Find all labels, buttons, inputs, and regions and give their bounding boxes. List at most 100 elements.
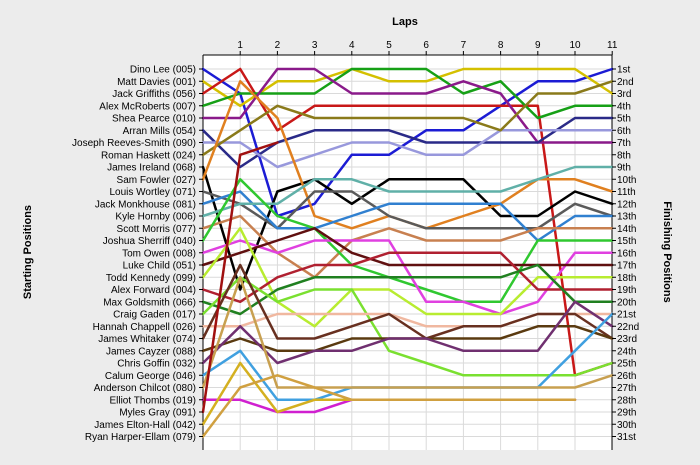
starting-position-label: Jack Monkhouse (081) — [95, 199, 196, 210]
starting-position-label: Arran Mills (054) — [123, 126, 196, 137]
finishing-position-label: 8th — [617, 150, 631, 161]
starting-position-label: Scott Morris (077) — [117, 224, 196, 235]
series-line — [201, 263, 614, 316]
starting-position-label: Chris Goffin (032) — [117, 359, 196, 370]
starting-position-label: Hannah Chappell (026) — [93, 322, 196, 333]
starting-position-label: Max Goldsmith (066) — [103, 297, 196, 308]
finishing-position-label: 15th — [617, 236, 636, 247]
lap-ticks: 1 2 3 4 5 6 7 8 9 10 11 — [237, 40, 618, 55]
finishing-position-label: 22nd — [617, 322, 639, 333]
lap-tick-label: 9 — [535, 40, 541, 51]
series-line — [201, 67, 614, 144]
lap-tick-label: 6 — [423, 40, 429, 51]
starting-position-label: James Whitaker (074) — [98, 334, 196, 345]
starting-position-label: Elliot Thombs (019) — [109, 395, 196, 406]
starting-position-label: Kyle Hornby (006) — [115, 212, 196, 223]
finishing-position-label: 21st — [617, 310, 636, 321]
series-line — [201, 67, 614, 377]
starting-position-label: Shea Pearce (010) — [112, 114, 196, 125]
lap-tick-label: 1 — [237, 40, 243, 51]
series-line — [201, 67, 614, 108]
series-line — [201, 190, 614, 242]
finishing-position-label: 29th — [617, 408, 636, 419]
series-line — [201, 251, 614, 304]
lap-tick-label: 4 — [349, 40, 355, 51]
lap-tick-label: 2 — [275, 40, 281, 51]
finishing-position-label: 7th — [617, 138, 631, 149]
finishing-position-label: 9th — [617, 163, 631, 174]
finishing-position-label: 12th — [617, 199, 636, 210]
y-axis-title-right: Finishing Positions — [661, 201, 673, 302]
series-line — [201, 227, 614, 328]
series-line — [201, 165, 614, 218]
finishing-position-label: 16th — [617, 248, 636, 259]
starting-position-label: Luke Child (051) — [123, 261, 196, 272]
starting-position-label: Dino Lee (005) — [130, 65, 196, 76]
starting-position-labels: Dino Lee (005)Matt Davies (001)Jack Grif… — [72, 65, 203, 443]
series-line — [201, 239, 614, 316]
series-line — [201, 165, 614, 291]
finishing-position-label: 31st — [617, 432, 636, 443]
series-line — [201, 67, 614, 120]
finishing-position-label: 14th — [617, 224, 636, 235]
series-line — [201, 141, 279, 414]
finishing-position-label: 11th — [617, 187, 636, 198]
x-axis-title: Laps — [392, 16, 418, 28]
series-line — [201, 276, 614, 389]
finishing-position-label: 28th — [617, 395, 636, 406]
finishing-position-label: 17th — [617, 261, 636, 272]
starting-position-label: Louis Wortley (071) — [109, 187, 196, 198]
series-line — [201, 116, 614, 169]
finishing-position-label: 30th — [617, 420, 636, 431]
starting-position-label: Ryan Harper-Ellam (079) — [85, 432, 196, 443]
finishing-position-label: 26th — [617, 371, 636, 382]
starting-position-label: Anderson Chilcot (080) — [94, 383, 196, 394]
finishing-position-label: 18th — [617, 273, 636, 284]
series-line — [201, 129, 614, 169]
starting-position-label: Sam Fowler (027) — [117, 175, 196, 186]
starting-position-label: James Ireland (068) — [107, 163, 196, 174]
finishing-position-label: 5th — [617, 114, 631, 125]
lap-tick-label: 10 — [569, 40, 581, 51]
finishing-position-label: 4th — [617, 101, 631, 112]
starting-position-label: Alex Forward (004) — [111, 285, 196, 296]
finishing-position-label: 1st — [617, 65, 631, 76]
starting-position-label: Matt Davies (001) — [117, 77, 196, 88]
finishing-position-label: 10th — [617, 175, 636, 186]
finishing-position-label: 6th — [617, 126, 631, 137]
starting-position-label: Jack Griffiths (056) — [112, 89, 196, 100]
series-line — [201, 80, 614, 157]
finishing-position-label: 20th — [617, 297, 636, 308]
finishing-position-label: 23rd — [617, 334, 637, 345]
series-group — [201, 67, 614, 438]
starting-position-label: Calum George (046) — [105, 371, 196, 382]
starting-position-label: Alex McRoberts (007) — [99, 101, 196, 112]
series-line — [201, 227, 614, 267]
lap-tick-label: 8 — [498, 40, 504, 51]
starting-position-label: James Elton-Hall (042) — [94, 420, 196, 431]
finishing-position-label: 13th — [617, 212, 636, 223]
series-line — [201, 214, 614, 279]
series-line — [201, 190, 614, 230]
starting-position-label: Todd Kennedy (099) — [106, 273, 196, 284]
finishing-position-label: 19th — [617, 285, 636, 296]
finishing-position-label: 27th — [617, 383, 636, 394]
y-axis-title-left: Starting Positions — [22, 205, 34, 299]
lap-tick-label: 5 — [386, 40, 392, 51]
starting-position-label: Myles Gray (091) — [119, 408, 196, 419]
lap-tick-label: 7 — [461, 40, 467, 51]
starting-position-label: Joseph Reeves-Smith (090) — [72, 138, 196, 149]
series-line — [201, 178, 614, 304]
series-line — [201, 374, 577, 438]
series-line — [201, 300, 614, 365]
finishing-position-label: 24th — [617, 346, 636, 357]
lap-tick-label: 11 — [607, 40, 618, 51]
series-line — [201, 276, 614, 377]
starting-position-label: Joshua Sherriff (040) — [103, 236, 196, 247]
series-line — [201, 67, 614, 218]
finishing-position-label: 3rd — [617, 89, 631, 100]
starting-position-label: Roman Haskett (024) — [101, 150, 196, 161]
starting-position-label: Tom Owen (008) — [122, 248, 196, 259]
